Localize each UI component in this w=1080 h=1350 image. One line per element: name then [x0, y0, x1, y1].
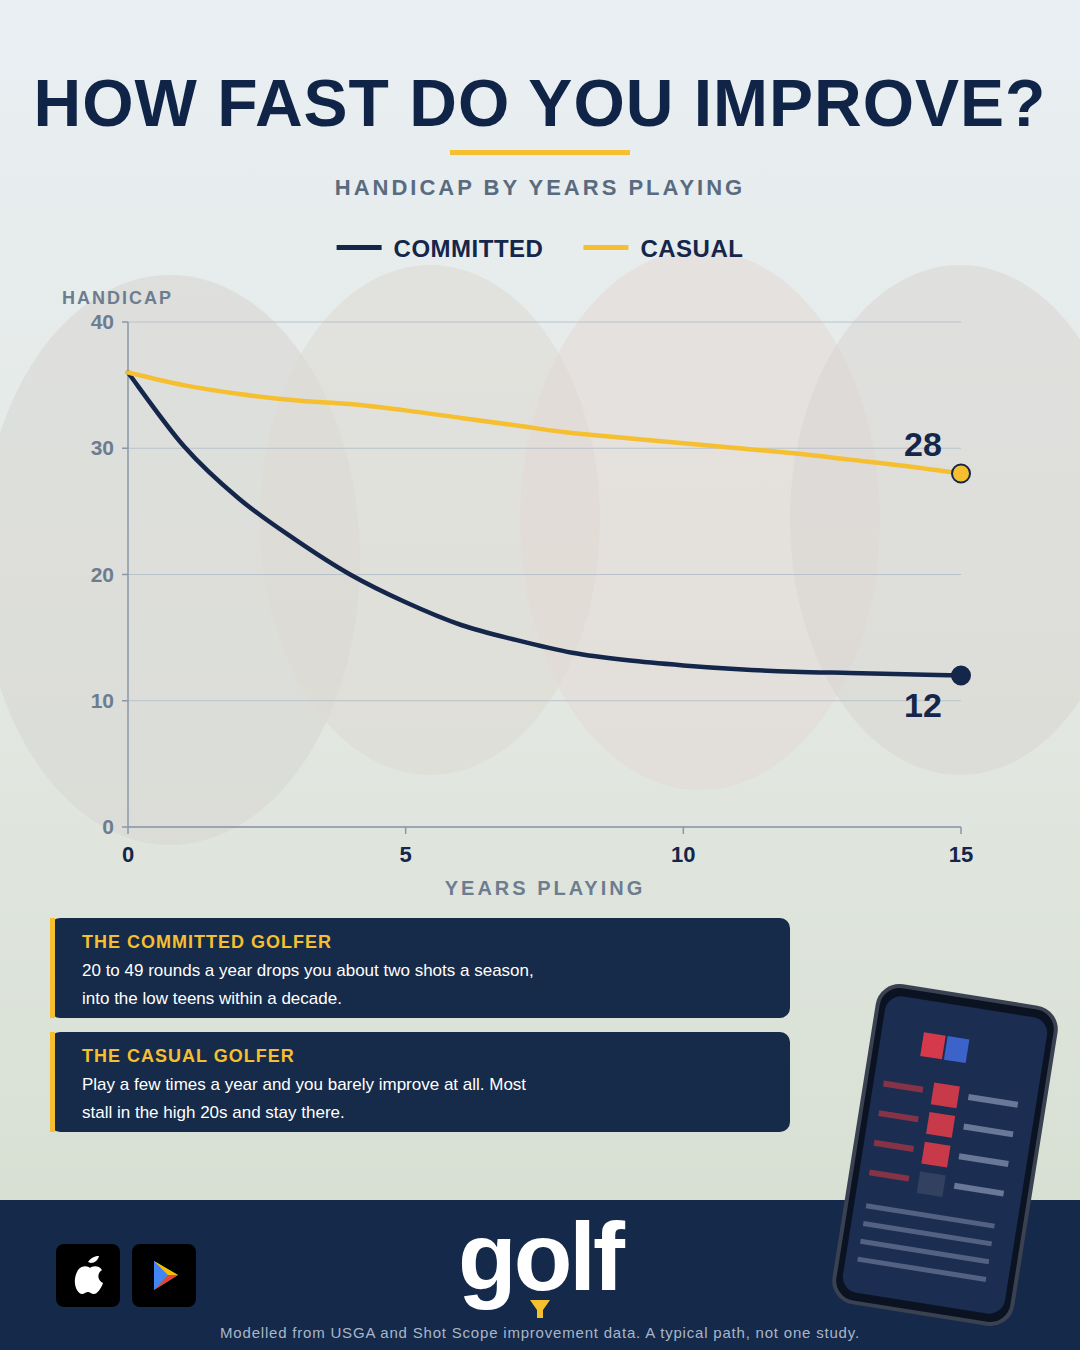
end-point: [952, 465, 970, 483]
phone-line: [857, 1257, 986, 1282]
phone-line: [968, 1094, 1018, 1108]
y-tick: [122, 574, 128, 576]
legend: COMMITTED CASUAL: [337, 235, 744, 262]
phone-block: [921, 1142, 950, 1168]
x-axis-line: [128, 826, 961, 828]
play-store-icon[interactable]: [132, 1244, 196, 1307]
phone-line: [954, 1183, 1004, 1197]
play-logo-part: [154, 1261, 178, 1275]
data-label: 12: [904, 686, 942, 724]
grid-line: [128, 321, 961, 322]
phone-block: [926, 1112, 955, 1138]
y-tick-label: 0: [102, 815, 114, 838]
x-tick-label: 10: [671, 842, 695, 867]
series-line: [128, 373, 961, 676]
subtitle: HANDICAP BY YEARS PLAYING: [335, 175, 745, 200]
infographic: HOW FAST DO YOU IMPROVE? HANDICAP BY YEAR…: [0, 0, 1080, 1350]
phone-mockup: [831, 983, 1059, 1327]
x-tick: [960, 827, 962, 834]
apple-logo: [75, 1256, 103, 1294]
y-tick: [122, 700, 128, 702]
brand-logo: golf: [458, 1203, 626, 1310]
phone-line: [963, 1124, 1013, 1138]
phone-screen: [841, 994, 1050, 1316]
legend-label: COMMITTED: [394, 235, 544, 262]
brand-tee: [530, 1300, 550, 1318]
data-label: 28: [904, 425, 942, 463]
annotation-panel: THE CASUAL GOLFER Play a few times a year…: [50, 1032, 790, 1132]
end-point: [952, 667, 970, 685]
x-tick-label: 5: [400, 842, 412, 867]
play-logo: [154, 1261, 178, 1290]
legend-swatch: [583, 245, 628, 250]
x-tick: [405, 827, 407, 834]
y-tick-label: 40: [91, 310, 114, 333]
panel-text: 20 to 49 rounds a year drops you about t…: [82, 961, 534, 1008]
panel-title: THE COMMITTED GOLFER: [82, 932, 332, 952]
y-axis-line: [127, 322, 129, 827]
plot-marks: [128, 373, 970, 685]
source-note: Modelled from USGA and Shot Scope improv…: [220, 1324, 860, 1341]
y-tick: [122, 826, 128, 828]
grid-line: [128, 574, 961, 575]
phone-block: [931, 1082, 960, 1108]
annotation-panel: THE COMMITTED GOLFER 20 to 49 rounds a ye…: [50, 918, 790, 1018]
y-tick-label: 20: [91, 563, 114, 586]
panel-text: Play a few times a year and you barely i…: [82, 1075, 526, 1122]
series-line: [128, 373, 961, 474]
y-tick: [122, 448, 128, 450]
play-logo-part: [154, 1275, 178, 1290]
x-tick: [127, 827, 129, 834]
phone-block: [920, 1032, 945, 1059]
grid-line: [128, 826, 961, 827]
phone-line: [883, 1081, 923, 1093]
y-axis-title: HANDICAP: [62, 288, 173, 308]
grid-line: [128, 700, 961, 701]
x-axis-title: YEARS PLAYING: [445, 877, 646, 899]
data-labels: 12 28: [904, 425, 942, 724]
phone-line: [959, 1153, 1009, 1167]
legend-swatch: [337, 245, 382, 250]
phone-line: [874, 1140, 914, 1152]
phone-line: [878, 1110, 918, 1122]
x-tick: [683, 827, 685, 834]
title: HOW FAST DO YOU IMPROVE?: [34, 66, 1047, 140]
x-tick-label: 15: [949, 842, 973, 867]
y-tick-label: 10: [91, 689, 114, 712]
title-underline: [450, 150, 630, 155]
app-store-icon[interactable]: [56, 1244, 120, 1307]
grid-line: [128, 448, 961, 449]
phone-block: [944, 1036, 969, 1063]
y-tick-label: 30: [91, 436, 114, 459]
panel-accent: [50, 1032, 55, 1132]
x-tick-label: 0: [122, 842, 134, 867]
panel-box: [50, 918, 790, 1018]
panel-title: THE CASUAL GOLFER: [82, 1046, 295, 1066]
y-tick: [122, 321, 128, 323]
phone-line: [869, 1169, 909, 1181]
phone-body: [831, 983, 1059, 1327]
phone-block: [917, 1171, 946, 1197]
panel-box: [50, 1032, 790, 1132]
legend-label: CASUAL: [640, 235, 743, 262]
panel-accent: [50, 918, 55, 1018]
photo-shape: [790, 265, 1080, 775]
